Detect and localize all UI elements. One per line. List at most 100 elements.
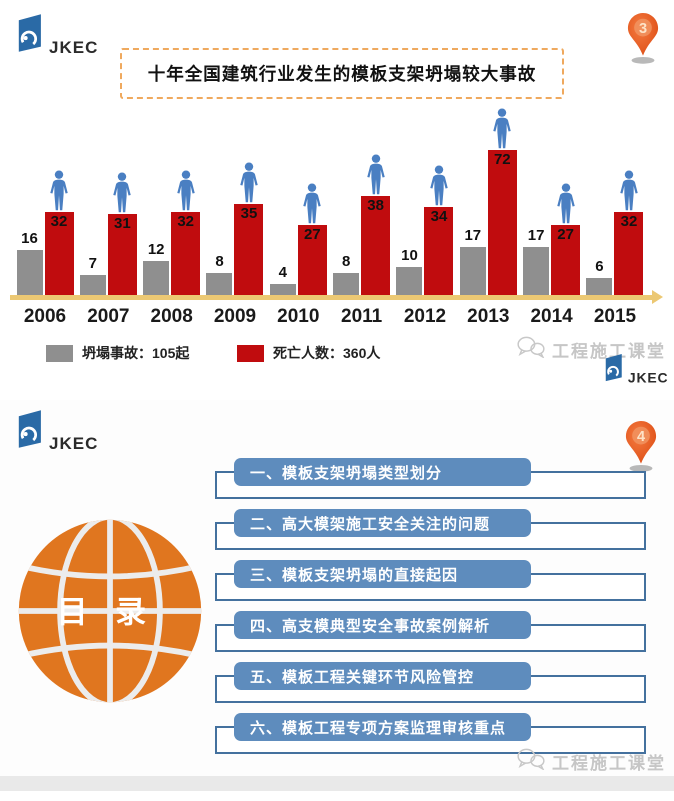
chart-year-group: 6 32	[584, 170, 646, 295]
death-count-label: 32	[50, 212, 68, 230]
toc-item: 一、模板支架坍塌类型划分	[215, 458, 648, 500]
bar-chart: 16 32 7	[10, 100, 664, 328]
accident-count-label: 12	[147, 241, 165, 259]
death-count-label: 72	[493, 151, 511, 168]
chart-year-group: 17 72	[457, 108, 519, 295]
person-icon	[424, 164, 454, 207]
page-number: 3	[639, 21, 647, 37]
accident-count-label: 10	[401, 247, 418, 264]
toc-item-bar: 一、模板支架坍塌类型划分	[234, 458, 531, 486]
death-count-bar: 27	[551, 183, 581, 295]
death-count-bar: 27	[297, 183, 327, 295]
accident-count-bar: 17	[523, 227, 550, 295]
chart-year-group: 7 31	[77, 172, 139, 295]
wechat-icon	[516, 336, 546, 363]
jkec-logo-text: JKEC	[627, 370, 668, 386]
page-number-pin: 4	[622, 420, 660, 472]
toc-item: 三、模板支架坍塌的直接起因	[215, 560, 648, 602]
chart-title: 十年全国建筑行业发生的模板支架坍塌较大事故	[120, 48, 564, 99]
jkec-logo-icon	[12, 12, 46, 59]
chart-year-group: 10 34	[394, 165, 456, 295]
chart-year-group: 12 32	[141, 170, 203, 295]
accident-count-label: 17	[464, 227, 482, 245]
person-icon	[361, 153, 391, 196]
person-icon	[44, 169, 74, 212]
accident-count-label: 17	[527, 227, 545, 245]
jkec-logo-icon	[600, 352, 625, 387]
x-axis-year-label: 2013	[467, 306, 510, 327]
bottom-strip	[0, 776, 674, 791]
accident-count-bar: 4	[269, 264, 296, 295]
chart-year-group: 4 27	[267, 183, 329, 295]
death-count-bar: 32	[614, 170, 644, 295]
slide-toc: JKEC 4	[0, 400, 674, 778]
toc-item-label: 三、模板支架坍塌的直接起因	[250, 566, 459, 584]
toc-item-bar: 二、高大模架施工安全关注的问题	[234, 509, 531, 537]
death-count-label: 35	[240, 205, 258, 222]
jkec-logo: JKEC	[12, 408, 98, 455]
accident-count-label: 8	[215, 252, 224, 270]
toc-item-bar: 五、模板工程关键环节风险管控	[234, 662, 531, 690]
accident-count-label: 6	[595, 258, 604, 276]
page-number-pin: 3	[624, 12, 662, 64]
toc-list: 一、模板支架坍塌类型划分 二、高大模架施工安全关注的问题 三、模板支架坍塌的直接…	[215, 458, 648, 755]
jkec-logo: JKEC	[12, 12, 98, 59]
accident-count-label: 7	[88, 255, 97, 273]
legend-item-deaths: 死亡人数：360人	[237, 343, 380, 363]
toc-item: 二、高大模架施工安全关注的问题	[215, 509, 648, 551]
toc-item-label: 一、模板支架坍塌类型划分	[250, 464, 443, 482]
person-icon	[234, 161, 264, 204]
death-count-bar: 31	[107, 172, 137, 295]
accident-count-label: 8	[341, 252, 351, 270]
toc-globe-label: 目 录	[57, 595, 156, 630]
toc-globe-icon: 目 录	[14, 515, 206, 707]
accident-count-bar: 10	[396, 247, 423, 295]
slide-accident-chart: JKEC 3 十年全国建筑行业发生的模板支架坍塌较大事故 16	[0, 0, 674, 398]
legend-label-deaths: 死亡人数：360人	[273, 345, 381, 361]
person-icon	[107, 171, 137, 214]
person-icon	[297, 182, 327, 225]
legend-label-accidents: 坍塌事故：105起	[82, 345, 190, 361]
death-count-label: 32	[177, 212, 194, 230]
death-count-bar: 72	[487, 108, 517, 295]
toc-item-bar: 六、模板工程专项方案监理审核重点	[234, 713, 531, 741]
x-axis-year-label: 2010	[277, 306, 320, 327]
x-axis-year-label: 2015	[593, 306, 637, 327]
death-count-bar: 32	[171, 170, 201, 295]
death-count-label: 27	[303, 225, 321, 243]
accident-count-label: 4	[278, 263, 287, 281]
toc-item-bar: 四、高支模典型安全事故案例解析	[234, 611, 531, 639]
x-axis-line	[10, 290, 663, 304]
axis-arrow-icon	[652, 290, 663, 304]
x-axis-year-label: 2014	[530, 306, 573, 327]
death-count-bar: 38	[361, 154, 391, 295]
chart-year-group: 17 27	[521, 183, 583, 295]
toc-item-label: 四、高支模典型安全事故案例解析	[250, 617, 491, 635]
watermark-text: 工程施工课堂	[552, 342, 666, 361]
x-axis-year-label: 2011	[341, 306, 383, 327]
wechat-icon	[516, 748, 546, 775]
death-count-bar: 32	[44, 170, 74, 295]
jkec-logo-icon	[12, 408, 46, 455]
x-axis-year-label: 2009	[213, 306, 257, 327]
x-axis-year-label: 2008	[150, 306, 193, 327]
death-count-label: 38	[367, 197, 384, 215]
watermark-text: 工程施工课堂	[552, 754, 666, 773]
accident-count-bar: 8	[333, 253, 360, 295]
toc-item: 五、模板工程关键环节风险管控	[215, 662, 648, 704]
chart-year-group: 8 38	[331, 154, 393, 295]
chart-plot-area: 16 32 7	[10, 100, 650, 295]
accident-count-bar: 6	[586, 258, 613, 295]
watermark: 工程施工课堂	[516, 748, 666, 775]
person-icon	[551, 182, 581, 225]
death-count-label: 34	[430, 207, 448, 225]
x-axis-year-label: 2012	[403, 306, 447, 327]
toc-item: 四、高支模典型安全事故案例解析	[215, 611, 648, 653]
x-axis-year-label: 2006	[23, 306, 67, 327]
chart-legend: 坍塌事故：105起 死亡人数：360人	[0, 343, 674, 367]
death-count-bar: 35	[234, 162, 264, 295]
person-icon	[171, 169, 201, 212]
toc-item-label: 六、模板工程专项方案监理审核重点	[250, 719, 507, 737]
accident-count-bar: 16	[16, 230, 43, 295]
